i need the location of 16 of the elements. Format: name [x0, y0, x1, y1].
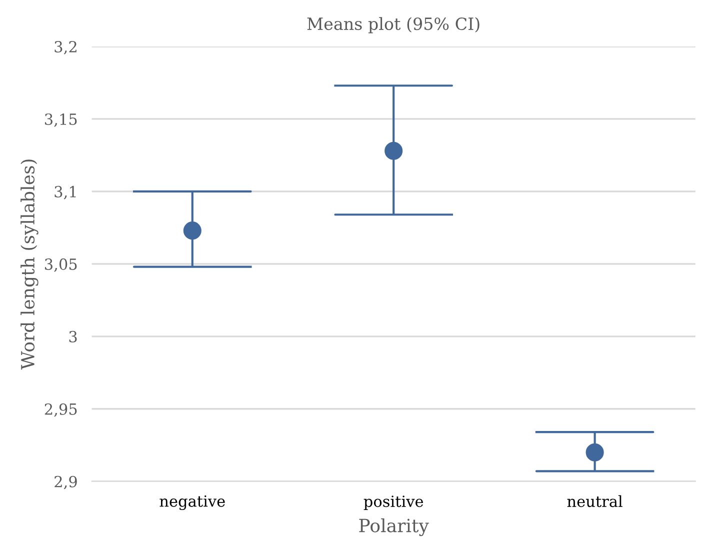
y-tick-label: 3,2 [54, 40, 76, 54]
x-tick-label: neutral [567, 495, 622, 508]
x-tick-label: positive [364, 496, 424, 510]
point [586, 443, 604, 462]
chart-title: Means plot (95% CI) [307, 17, 480, 34]
y-tick-label: 3 [69, 330, 77, 342]
y-tick-label: 2,9 [54, 476, 77, 490]
x-tick-label: negative [160, 495, 225, 510]
y-tick-label: 2,95 [44, 403, 77, 417]
y-tick-label: 3,05 [45, 258, 77, 272]
x-axis-title: Polarity [359, 518, 429, 536]
y-tick-label: 3,15 [45, 113, 77, 127]
point [183, 222, 202, 240]
y-tick-label: 3,1 [54, 186, 76, 200]
y-axis-title: Word length (syllables) [20, 160, 38, 370]
point [384, 142, 403, 160]
